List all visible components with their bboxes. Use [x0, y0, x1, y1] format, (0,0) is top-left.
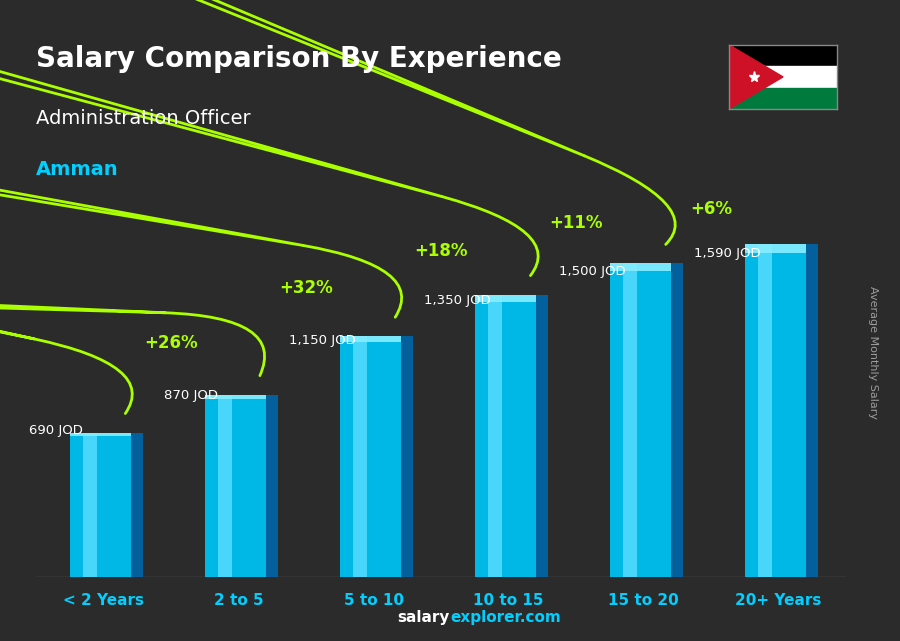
- Bar: [70, 433, 131, 436]
- Bar: [489, 294, 501, 577]
- Text: 1,500 JOD: 1,500 JOD: [559, 265, 626, 278]
- Text: Amman: Amman: [36, 160, 119, 179]
- Bar: [210, 395, 278, 577]
- Bar: [70, 433, 131, 577]
- Text: explorer.com: explorer.com: [450, 610, 561, 625]
- Bar: [615, 263, 683, 577]
- Text: +18%: +18%: [414, 242, 468, 260]
- Bar: [729, 66, 837, 88]
- Text: 1,350 JOD: 1,350 JOD: [424, 294, 491, 307]
- Text: Salary Comparison By Experience: Salary Comparison By Experience: [36, 45, 562, 73]
- Text: 1,150 JOD: 1,150 JOD: [289, 333, 356, 347]
- Text: +26%: +26%: [144, 333, 198, 352]
- Bar: [219, 395, 231, 577]
- Text: 1,590 JOD: 1,590 JOD: [694, 247, 760, 260]
- Bar: [750, 244, 818, 577]
- Bar: [480, 294, 548, 577]
- Bar: [745, 244, 806, 253]
- Bar: [205, 395, 266, 577]
- Bar: [75, 433, 143, 577]
- Bar: [205, 395, 266, 399]
- Text: Administration Officer: Administration Officer: [36, 109, 250, 128]
- Bar: [475, 294, 536, 301]
- Bar: [340, 337, 401, 342]
- Bar: [610, 263, 671, 577]
- Text: 690 JOD: 690 JOD: [30, 424, 83, 437]
- Bar: [354, 337, 366, 577]
- Bar: [624, 263, 636, 577]
- Polygon shape: [729, 45, 783, 109]
- Bar: [610, 263, 671, 271]
- Bar: [759, 244, 771, 577]
- Bar: [84, 433, 96, 577]
- Bar: [729, 88, 837, 109]
- Text: +11%: +11%: [549, 214, 603, 233]
- Text: 870 JOD: 870 JOD: [164, 388, 218, 402]
- Text: salary: salary: [398, 610, 450, 625]
- Text: Average Monthly Salary: Average Monthly Salary: [868, 286, 878, 419]
- Bar: [340, 337, 401, 577]
- Bar: [475, 294, 536, 577]
- Bar: [729, 45, 837, 66]
- Bar: [345, 337, 413, 577]
- Text: +32%: +32%: [279, 279, 333, 297]
- Bar: [745, 244, 806, 577]
- Text: +6%: +6%: [690, 200, 732, 218]
